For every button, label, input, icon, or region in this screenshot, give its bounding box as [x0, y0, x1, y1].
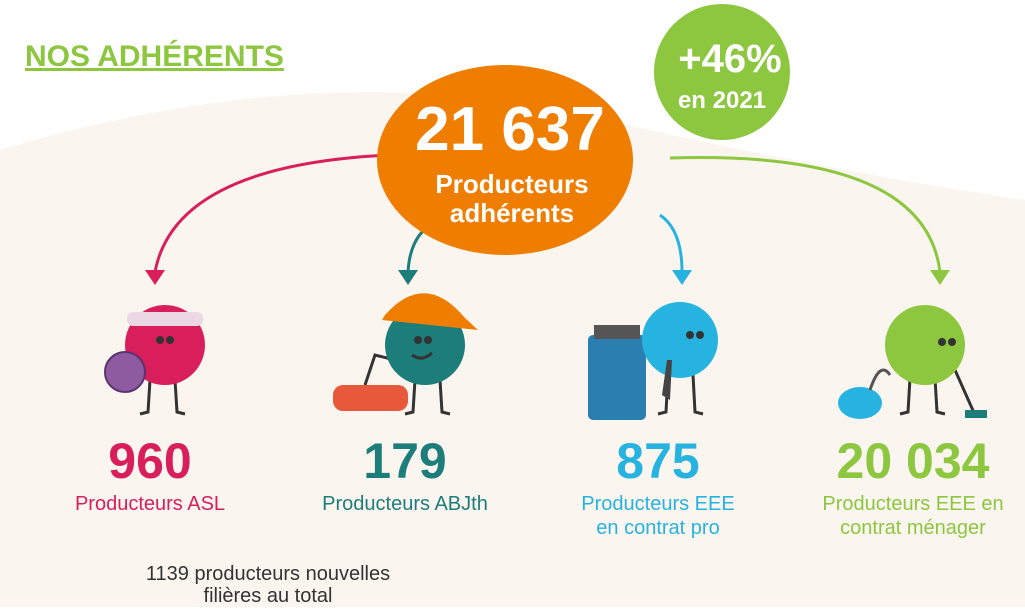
footer-note: filières au total [204, 585, 333, 607]
arrow-head [398, 270, 418, 285]
group-number: 20 034 [837, 433, 990, 489]
title: NOS ADHÉRENTS [25, 39, 284, 73]
character-asl [104, 305, 205, 416]
group-label: Producteurs ABJth [322, 493, 488, 515]
total-number: 21 637 [415, 95, 605, 164]
group-label: en contrat pro [596, 517, 719, 539]
arrows [153, 153, 942, 273]
group-number: 179 [363, 433, 446, 489]
badge-value: +46% [678, 37, 781, 81]
group-label: Producteurs EEE [581, 493, 734, 515]
character-abjth [333, 293, 478, 416]
arrow [659, 213, 684, 273]
background-shape [0, 92, 1025, 608]
total-label: adhérents [450, 198, 574, 228]
group-number: 875 [616, 433, 699, 489]
arrow-head [145, 270, 165, 285]
arrow [153, 153, 391, 273]
group-label: contrat ménager [840, 517, 986, 539]
footer-note: 1139 producteurs nouvelles [146, 563, 390, 585]
character-eee-menager [838, 305, 987, 419]
arrow-head [930, 270, 950, 285]
total-label: Producteurs [435, 169, 588, 199]
character-eee-pro [588, 302, 718, 420]
group-label: Producteurs ASL [75, 493, 225, 515]
group-number: 960 [108, 433, 191, 489]
badge-label: en 2021 [678, 87, 766, 114]
total-bubble [377, 65, 633, 255]
arrow-head [672, 270, 692, 285]
group-label: Producteurs EEE en [822, 493, 1003, 515]
arrow [669, 156, 942, 273]
badge [654, 4, 790, 140]
